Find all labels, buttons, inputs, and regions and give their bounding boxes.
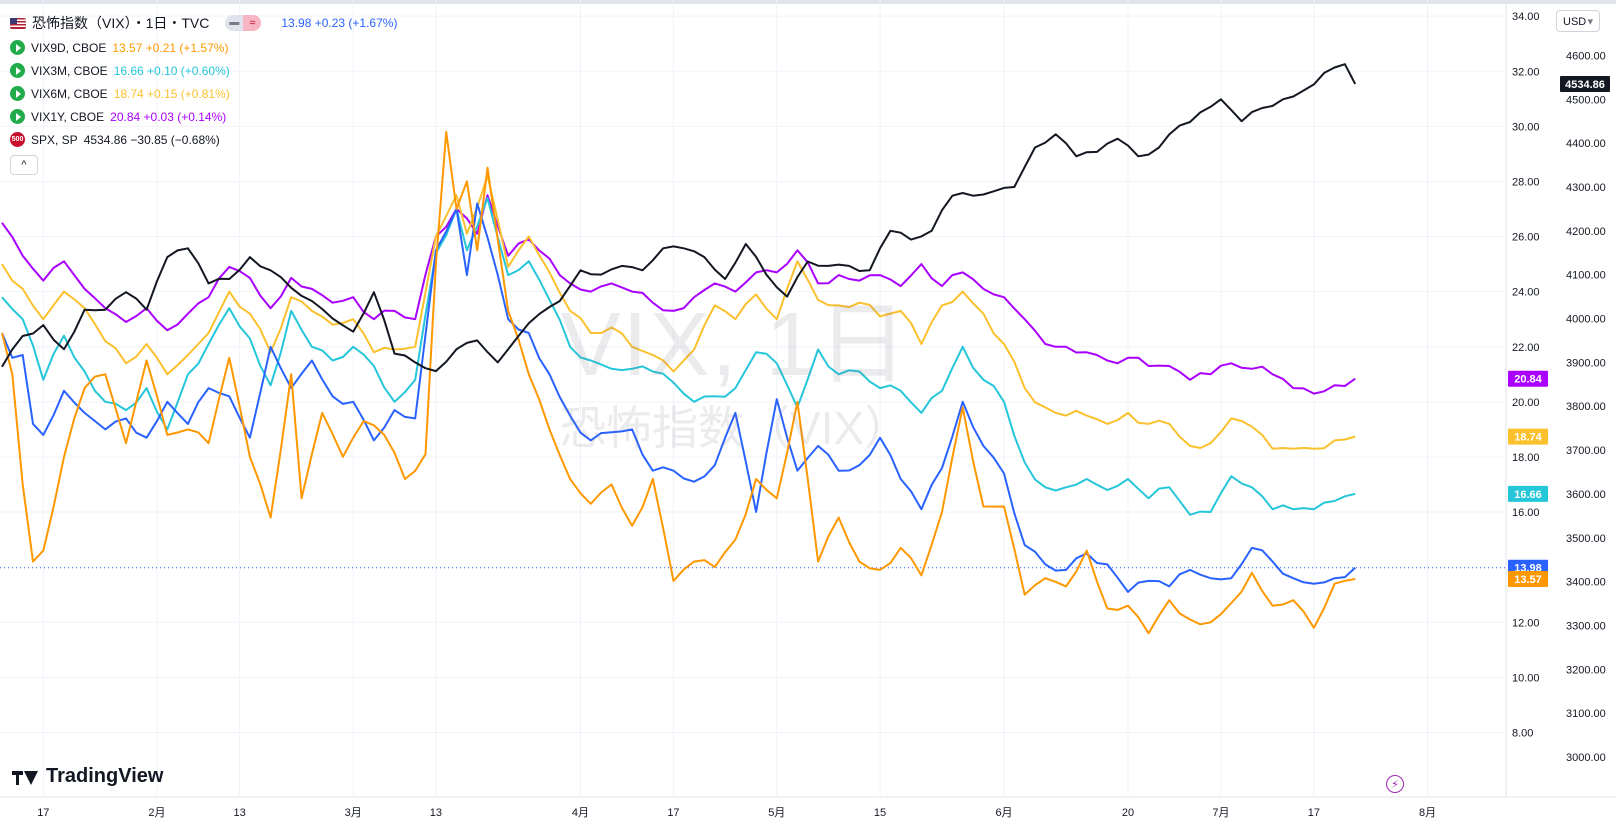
series-line-vix: [1, 202, 1356, 593]
x-axis-tick-label: 13: [430, 807, 442, 819]
left-axis-tick-label: 18.00: [1512, 452, 1540, 464]
right-axis-tick-label: 4100.00: [1566, 270, 1606, 282]
price-tag-bg: [1508, 428, 1548, 445]
right-axis-tick-label: 3800.00: [1566, 401, 1606, 413]
price-tag-bg: [1508, 485, 1548, 502]
right-axis-tick-label: 3300.00: [1566, 620, 1606, 632]
left-axis-tick-label: 10.00: [1512, 672, 1540, 684]
right-axis-tick-label: 4200.00: [1566, 226, 1606, 238]
play-icon: [10, 86, 25, 101]
price-tag-label: 13.57: [1514, 574, 1542, 586]
play-icon: [10, 63, 25, 78]
x-axis-tick-label: 13: [233, 807, 245, 819]
price-tag-bg: [1508, 570, 1548, 587]
series-line-vix3m-cboe: [1, 197, 1356, 516]
play-icon: [10, 40, 25, 55]
legend-symbol: VIX6M, CBOE: [31, 86, 108, 101]
collapse-legend-button[interactable]: ^: [10, 155, 38, 175]
spx-500-icon: 500: [10, 132, 25, 147]
right-axis-tick-label: 4600.00: [1566, 50, 1606, 62]
legend-row[interactable]: VIX3M, CBOE 16.66 +0.10 (+0.60%): [10, 59, 397, 82]
line-style-icon[interactable]: ▬: [225, 15, 244, 31]
legend-values: 16.66 +0.10 (+0.60%): [113, 63, 230, 78]
x-axis-tick-label: 3月: [345, 807, 362, 819]
display-toggle[interactable]: ▬ ≈: [225, 15, 262, 31]
right-axis-tick-label: 4500.00: [1566, 94, 1606, 106]
legend-values: 13.57 +0.21 (+1.57%): [112, 40, 229, 55]
x-axis-tick-label: 20: [1122, 807, 1134, 819]
price-tag-label: 18.74: [1514, 432, 1542, 444]
x-axis-tick-label: 17: [37, 807, 49, 819]
x-axis-tick-label: 6月: [995, 807, 1012, 819]
price-tag-label: 4534.86: [1565, 79, 1605, 91]
left-axis-tick-label: 28.00: [1512, 176, 1540, 188]
left-axis-tick-label: 20.00: [1512, 397, 1540, 409]
main-series-legend[interactable]: 恐怖指数（VIX）・1日・TVC ▬ ≈ 13.98 +0.23 (+1.67%…: [10, 10, 397, 36]
right-axis-tick-label: 4000.00: [1566, 314, 1606, 326]
tradingview-mark-icon: [12, 769, 40, 785]
x-axis-tick-label: 2月: [148, 807, 165, 819]
top-border: [0, 0, 1616, 4]
legend-values: 18.74 +0.15 (+0.81%): [113, 86, 230, 101]
play-icon: [10, 109, 25, 124]
x-axis-tick-label: 17: [1308, 807, 1320, 819]
left-axis-tick-label: 24.00: [1512, 287, 1540, 299]
legend-row[interactable]: 500 SPX, SP 4534.86 −30.85 (−0.68%): [10, 128, 397, 151]
currency-select[interactable]: USD: [1556, 10, 1600, 33]
x-axis-tick-label: 8月: [1419, 807, 1436, 819]
legend-symbol: VIX9D, CBOE: [31, 40, 107, 55]
price-tag-bg: [1508, 370, 1548, 387]
price-tag-bg: [1560, 75, 1610, 92]
price-tag-label: 20.84: [1514, 374, 1542, 386]
left-axis-tick-label: 22.00: [1512, 342, 1540, 354]
right-axis-tick-label: 3400.00: [1566, 577, 1606, 589]
x-axis-tick-label: 7月: [1212, 807, 1229, 819]
legend-values: 4534.86 −30.85 (−0.68%): [83, 132, 220, 147]
left-axis-tick-label: 26.00: [1512, 232, 1540, 244]
compare-icon[interactable]: ≈: [243, 15, 262, 31]
legend-symbol: VIX3M, CBOE: [31, 63, 108, 78]
right-axis-tick-label: 3000.00: [1566, 752, 1606, 764]
legend-row[interactable]: VIX1Y, CBOE 20.84 +0.03 (+0.14%): [10, 105, 397, 128]
brand-label: TradingView: [46, 765, 164, 787]
left-axis-tick-label: 34.00: [1512, 11, 1540, 23]
series-line-spx-sp: [1, 63, 1357, 373]
right-axis-tick-label: 3700.00: [1566, 445, 1606, 457]
main-series-title: 恐怖指数（VIX）・1日・TVC: [32, 15, 210, 31]
right-axis-tick-label: 4300.00: [1566, 182, 1606, 194]
left-axis-tick-label: 8.00: [1512, 727, 1533, 739]
tradingview-logo[interactable]: TradingView: [12, 765, 163, 788]
legend-row[interactable]: VIX6M, CBOE 18.74 +0.15 (+0.81%): [10, 82, 397, 105]
legend: 恐怖指数（VIX）・1日・TVC ▬ ≈ 13.98 +0.23 (+1.67%…: [10, 10, 397, 175]
right-axis-tick-label: 3500.00: [1566, 533, 1606, 545]
series-line-vix9d-cboe: [1, 130, 1356, 635]
price-tag-label: 16.66: [1514, 489, 1542, 501]
series-line-vix1y-cboe: [1, 194, 1356, 395]
x-axis-tick-label: 17: [667, 807, 679, 819]
right-axis-tick-label: 4400.00: [1566, 138, 1606, 150]
us-flag-icon: [10, 17, 26, 29]
right-axis-tick-label: 3200.00: [1566, 664, 1606, 676]
lightning-icon[interactable]: ⚡: [1386, 775, 1404, 793]
right-axis-tick-label: 3100.00: [1566, 708, 1606, 720]
right-axis-tick-label: 3600.00: [1566, 489, 1606, 501]
right-axis-tick-label: 3900.00: [1566, 357, 1606, 369]
series-line-vix6m-cboe: [1, 174, 1356, 450]
left-axis-tick-label: 32.00: [1512, 66, 1540, 78]
legend-values: 20.84 +0.03 (+0.14%): [110, 109, 227, 124]
left-axis-tick-label: 12.00: [1512, 617, 1540, 629]
x-axis-tick-label: 5月: [768, 807, 785, 819]
legend-row[interactable]: VIX9D, CBOE 13.57 +0.21 (+1.57%): [10, 36, 397, 59]
left-axis-tick-label: 16.00: [1512, 507, 1540, 519]
left-axis-tick-label: 30.00: [1512, 121, 1540, 133]
x-axis-tick-label: 15: [874, 807, 886, 819]
legend-symbol: SPX, SP: [31, 132, 78, 147]
legend-symbol: VIX1Y, CBOE: [31, 109, 105, 124]
x-axis-tick-label: 4月: [572, 807, 589, 819]
main-series-values: 13.98 +0.23 (+1.67%): [281, 16, 398, 30]
